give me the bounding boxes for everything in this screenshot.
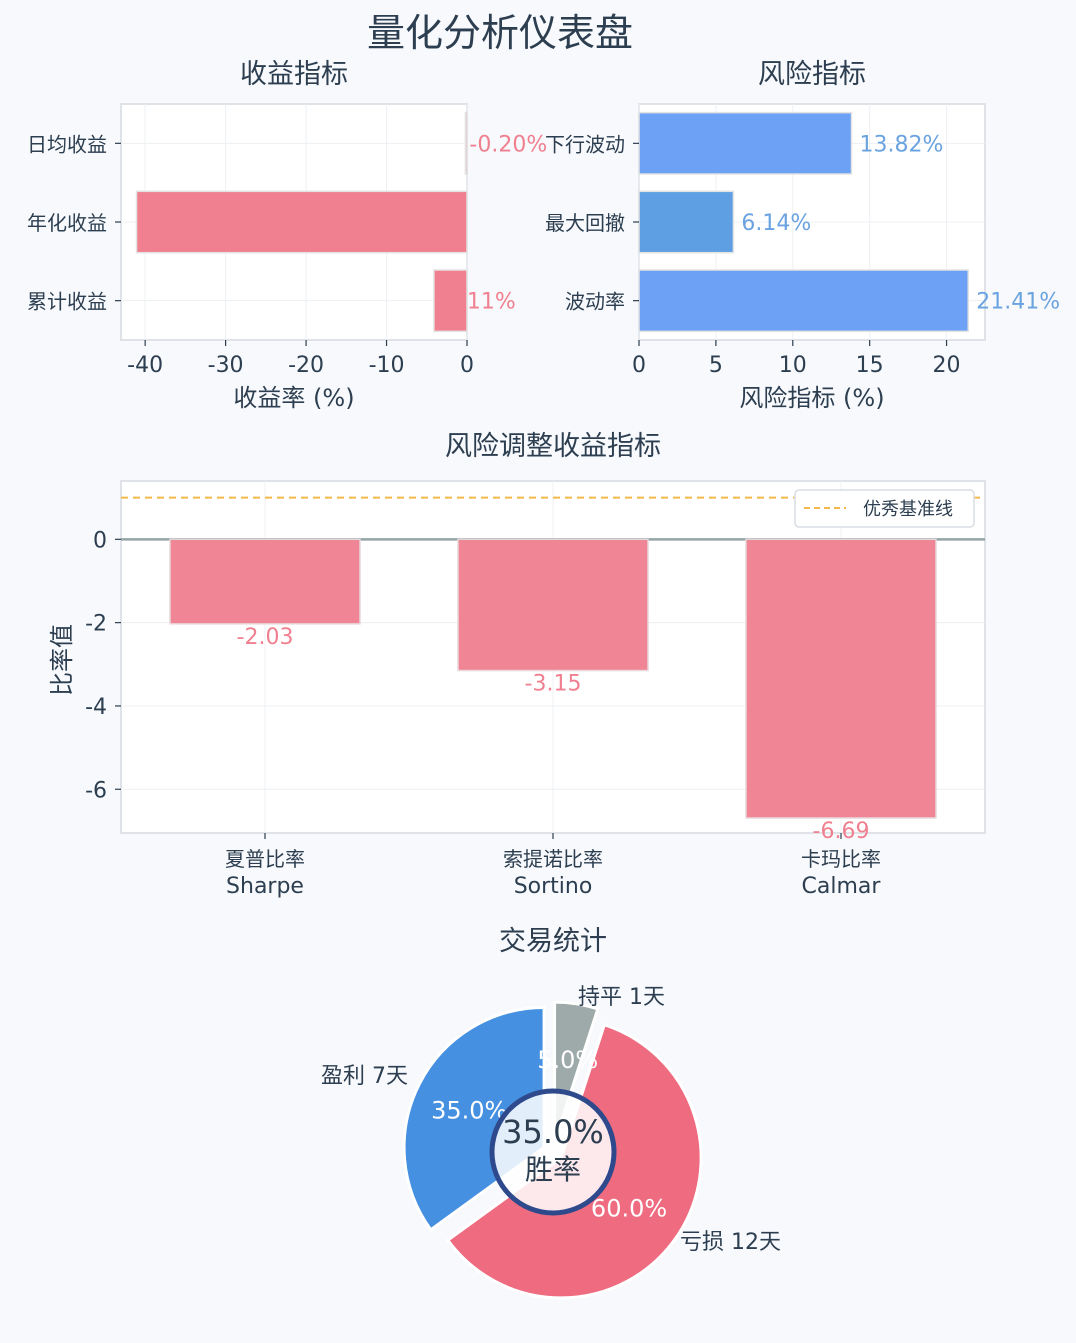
bar bbox=[464, 111, 468, 175]
y-tick-label: -2 bbox=[85, 612, 107, 637]
win-rate-center: 35.0% 胜率 bbox=[489, 1088, 617, 1216]
x-tick-label: 5 bbox=[709, 353, 723, 378]
value-label: -6.69 bbox=[813, 819, 870, 844]
category-label: 波动率 bbox=[565, 290, 625, 314]
category-label-cn: 索提诺比率 bbox=[503, 847, 603, 871]
bar bbox=[457, 538, 649, 672]
category-label: 年化收益 bbox=[27, 211, 107, 235]
risk-chart-title: 风险指标 bbox=[758, 59, 866, 90]
risk-x-axis-label: 风险指标 (%) bbox=[739, 384, 884, 412]
legend: 优秀基准线 bbox=[794, 489, 975, 528]
category-label-en: Sortino bbox=[514, 874, 593, 899]
y-tick-label: 0 bbox=[93, 528, 107, 553]
y-tick-label: -4 bbox=[85, 695, 107, 720]
value-label: -0.20% bbox=[469, 132, 547, 157]
category-label-cn: 夏普比率 bbox=[225, 847, 305, 871]
category-label-en: Sharpe bbox=[226, 874, 304, 899]
pie-slice bbox=[402, 1005, 546, 1232]
bar bbox=[169, 538, 361, 625]
trade-stats-chart: 交易统计 35.0% 盈利 7天 60.0% 亏损 12天 5.0% 持平 1天 35.0… bbox=[321, 926, 781, 1300]
pie-slice-label: 亏损 12天 bbox=[680, 1230, 781, 1255]
value-label: -41.07% bbox=[141, 211, 233, 236]
pie-slice-percent: 5.0% bbox=[537, 1046, 598, 1074]
legend-box bbox=[794, 489, 975, 528]
category-label: 下行波动 bbox=[545, 132, 625, 156]
bar bbox=[638, 269, 969, 333]
x-tick-label: 0 bbox=[460, 353, 474, 378]
value-label: 21.41% bbox=[976, 290, 1060, 315]
bar bbox=[638, 190, 735, 254]
x-tick-label: 0 bbox=[632, 353, 646, 378]
value-label: -2.03 bbox=[237, 625, 294, 650]
value-label: -4.11% bbox=[438, 290, 516, 315]
returns-chart-title: 收益指标 bbox=[240, 59, 348, 90]
risk-adjusted-y-axis-label: 比率值 bbox=[48, 624, 76, 696]
x-tick-label: -40 bbox=[127, 353, 163, 378]
x-tick-label: 10 bbox=[779, 353, 807, 378]
bar bbox=[433, 269, 468, 333]
trade-stats-chart-title: 交易统计 bbox=[499, 926, 607, 957]
y-tick-label: -6 bbox=[85, 778, 107, 803]
category-label-en: Calmar bbox=[802, 874, 882, 899]
returns-x-axis-label: 收益率 (%) bbox=[233, 384, 354, 412]
x-tick-label: -10 bbox=[369, 353, 405, 378]
pie-slice-percent: 60.0% bbox=[591, 1194, 667, 1222]
dashboard-title: 量化分析仪表盘 bbox=[367, 11, 633, 55]
win-rate-value: 35.0% bbox=[502, 1113, 604, 1151]
pie-slice-label: 盈利 7天 bbox=[321, 1064, 408, 1089]
risk-chart: 风险指标 13.82% 6.14% 21.41% 0 5 10 15 20 下行波动最大回撤波… bbox=[545, 59, 1060, 412]
returns-chart: 收益指标 -0.20% -41.07% -4.11% -40 -30 -20 -10 0 日均… bbox=[27, 59, 547, 412]
risk-adjusted-chart: 风险调整收益指标 -2.03 -3.15 -6.69 0 -2 -4 -6 夏普比率 Shar… bbox=[48, 431, 986, 899]
x-tick-label: 20 bbox=[933, 353, 961, 378]
win-rate-ring bbox=[489, 1088, 617, 1216]
category-label: 累计收益 bbox=[27, 290, 107, 314]
value-label: 6.14% bbox=[741, 211, 811, 236]
win-rate-label: 胜率 bbox=[525, 1153, 581, 1186]
x-tick-label: 15 bbox=[856, 353, 884, 378]
category-label: 日均收益 bbox=[27, 132, 107, 156]
pie-slice-label: 持平 1天 bbox=[578, 985, 665, 1010]
bar bbox=[745, 538, 937, 819]
legend-baseline-label: 优秀基准线 bbox=[863, 499, 953, 520]
value-label: -3.15 bbox=[525, 672, 582, 697]
x-tick-label: -30 bbox=[208, 353, 244, 378]
category-label: 最大回撤 bbox=[545, 211, 625, 235]
pie-slice-percent: 35.0% bbox=[431, 1096, 507, 1124]
category-label-cn: 卡玛比率 bbox=[801, 847, 881, 871]
bar bbox=[638, 111, 853, 175]
risk-adjusted-chart-title: 风险调整收益指标 bbox=[445, 431, 661, 462]
bar bbox=[135, 190, 468, 254]
value-label: 13.82% bbox=[860, 132, 944, 157]
x-tick-label: -20 bbox=[288, 353, 324, 378]
